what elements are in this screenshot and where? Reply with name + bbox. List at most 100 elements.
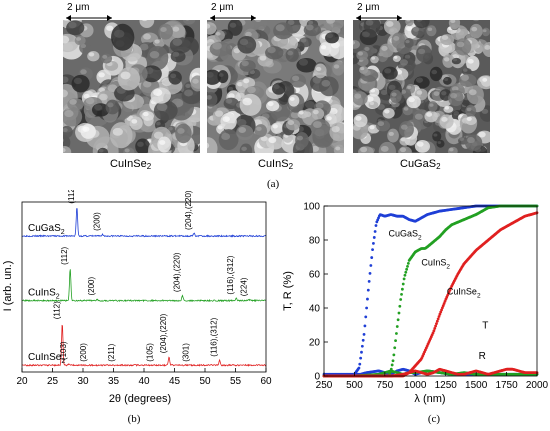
- optical-data-point: [438, 312, 442, 316]
- xrd-x-axis-label: 2θ (degrees): [109, 393, 171, 405]
- optical-data-point: [437, 315, 441, 318]
- xrd-peak-label: (105): [146, 343, 155, 362]
- optical-data-point: [358, 362, 362, 366]
- material-label-cuinse2: CuInSe2: [110, 158, 152, 171]
- optical-data-point: [439, 310, 443, 314]
- xrd-y-axis-label: I (arb. un.): [2, 261, 14, 312]
- xrd-x-tick-label: 60: [260, 376, 272, 387]
- optical-annotation: R: [479, 351, 486, 362]
- xrd-x-tick-label: 30: [77, 376, 89, 387]
- scale-bar: [66, 15, 112, 21]
- optical-x-axis-label: λ (nm): [414, 393, 445, 405]
- optical-data-point: [434, 324, 438, 328]
- xrd-x-tick-label: 45: [169, 376, 181, 387]
- xrd-peak-label: (112): [60, 246, 69, 264]
- xrd-series-line: [21, 269, 267, 303]
- optical-data-point: [433, 327, 437, 330]
- optical-data-point: [369, 264, 373, 267]
- scale-label: 2 μm: [357, 2, 380, 13]
- xrd-peak-label: (200): [87, 276, 96, 295]
- xrd-peak-label: (204),(220): [159, 313, 168, 353]
- xrd-peak-label: (116),(312): [226, 255, 235, 294]
- optical-data-point: [374, 224, 378, 227]
- optical-data-point: [402, 277, 406, 281]
- xrd-series-line: [21, 324, 267, 367]
- optical-data-point: [360, 344, 364, 348]
- afm-texture: [207, 20, 344, 153]
- optical-x-tick-label: 1750: [495, 380, 518, 391]
- optical-data-point: [435, 322, 438, 326]
- xrd-series-label: CuInS2: [28, 288, 60, 301]
- xrd-series-label: CuInSe2: [28, 352, 65, 365]
- optical-data-point: [399, 298, 403, 301]
- optical-x-tick-label: 1500: [465, 380, 488, 391]
- optical-data-point: [404, 270, 408, 274]
- xrd-peak-label: (204),(220): [184, 190, 193, 230]
- optical-plot-frame: [323, 205, 538, 377]
- optical-data-point: [396, 318, 400, 322]
- optical-x-tick-label: 1250: [435, 380, 458, 391]
- optical-x-tick-label: 250: [316, 380, 333, 391]
- optical-data-point: [365, 306, 368, 310]
- scale-label: 2 μm: [67, 2, 90, 13]
- afm-texture: [63, 20, 200, 153]
- optical-data-point: [373, 230, 377, 233]
- xrd-peak-label: (200): [79, 343, 88, 362]
- optical-data-point: [366, 288, 370, 292]
- optical-data-point: [436, 317, 440, 321]
- optical-data-point: [364, 315, 368, 319]
- optical-data-point: [432, 329, 436, 333]
- xrd-x-tick-label: 55: [230, 376, 242, 387]
- optical-data-point: [403, 273, 407, 277]
- optical-data-point: [405, 267, 409, 271]
- optical-chart: 250 500 750 1000 1250 1500 1750 2000 0 20 40 60 80 10…: [282, 202, 549, 426]
- optical-data-point: [442, 302, 446, 305]
- panel-label-a: (a): [267, 178, 280, 190]
- xrd-peak-label: (200): [93, 212, 102, 231]
- optical-data-point: [368, 272, 372, 275]
- panel-label-b: (b): [128, 413, 141, 425]
- optical-data-point: [395, 325, 399, 328]
- optical-data-point: [363, 324, 367, 328]
- optical-y-tick-label: 40: [309, 304, 321, 315]
- xrd-series-line: [21, 208, 267, 238]
- xrd-peak-label: (112): [67, 190, 76, 204]
- optical-data-point: [400, 292, 403, 296]
- optical-data-point: [390, 363, 394, 367]
- xrd-x-tick-label: 50: [199, 376, 211, 387]
- optical-data-point: [391, 359, 395, 363]
- optical-x-tick-label: 1000: [404, 380, 427, 391]
- optical-data-point: [394, 339, 397, 343]
- optical-x-tick-label: 500: [346, 380, 363, 391]
- optical-data-point: [406, 264, 409, 268]
- scale-bar: [356, 15, 402, 21]
- optical-data-point: [431, 331, 435, 335]
- xrd-peak-label: (211): [107, 343, 116, 361]
- optical-y-tick-label: 60: [309, 270, 321, 281]
- optical-data-point: [362, 332, 366, 336]
- afm-image-cuinse2: [63, 20, 200, 153]
- material-label-cugas2: CuGaS2: [400, 158, 441, 171]
- optical-data-point: [372, 236, 376, 239]
- optical-data-point: [360, 350, 363, 354]
- optical-data-point: [441, 306, 444, 310]
- xrd-peak-label: (204),(220): [172, 252, 181, 292]
- optical-y-tick-label: 0: [314, 372, 320, 383]
- optical-data-point: [400, 287, 404, 291]
- xrd-x-tick-label: 20: [16, 376, 28, 387]
- optical-data-point: [361, 338, 365, 342]
- xrd-peak-label: (103): [59, 341, 68, 360]
- xrd-peak-label: (116),(312): [210, 317, 219, 356]
- optical-data-point: [366, 297, 369, 301]
- optical-x-tick-label: 750: [377, 380, 394, 391]
- xrd-peak-label: (301): [182, 343, 191, 362]
- optical-data-point: [398, 304, 402, 308]
- scale-label: 2 μm: [211, 2, 234, 13]
- optical-data-point: [357, 366, 361, 370]
- afm-image-cugas2: [353, 20, 490, 153]
- optical-y-tick-label: 100: [303, 202, 320, 213]
- optical-data-point: [441, 304, 445, 308]
- scale-bar: [210, 15, 256, 21]
- optical-data-point: [372, 242, 375, 245]
- optical-data-point: [393, 346, 397, 350]
